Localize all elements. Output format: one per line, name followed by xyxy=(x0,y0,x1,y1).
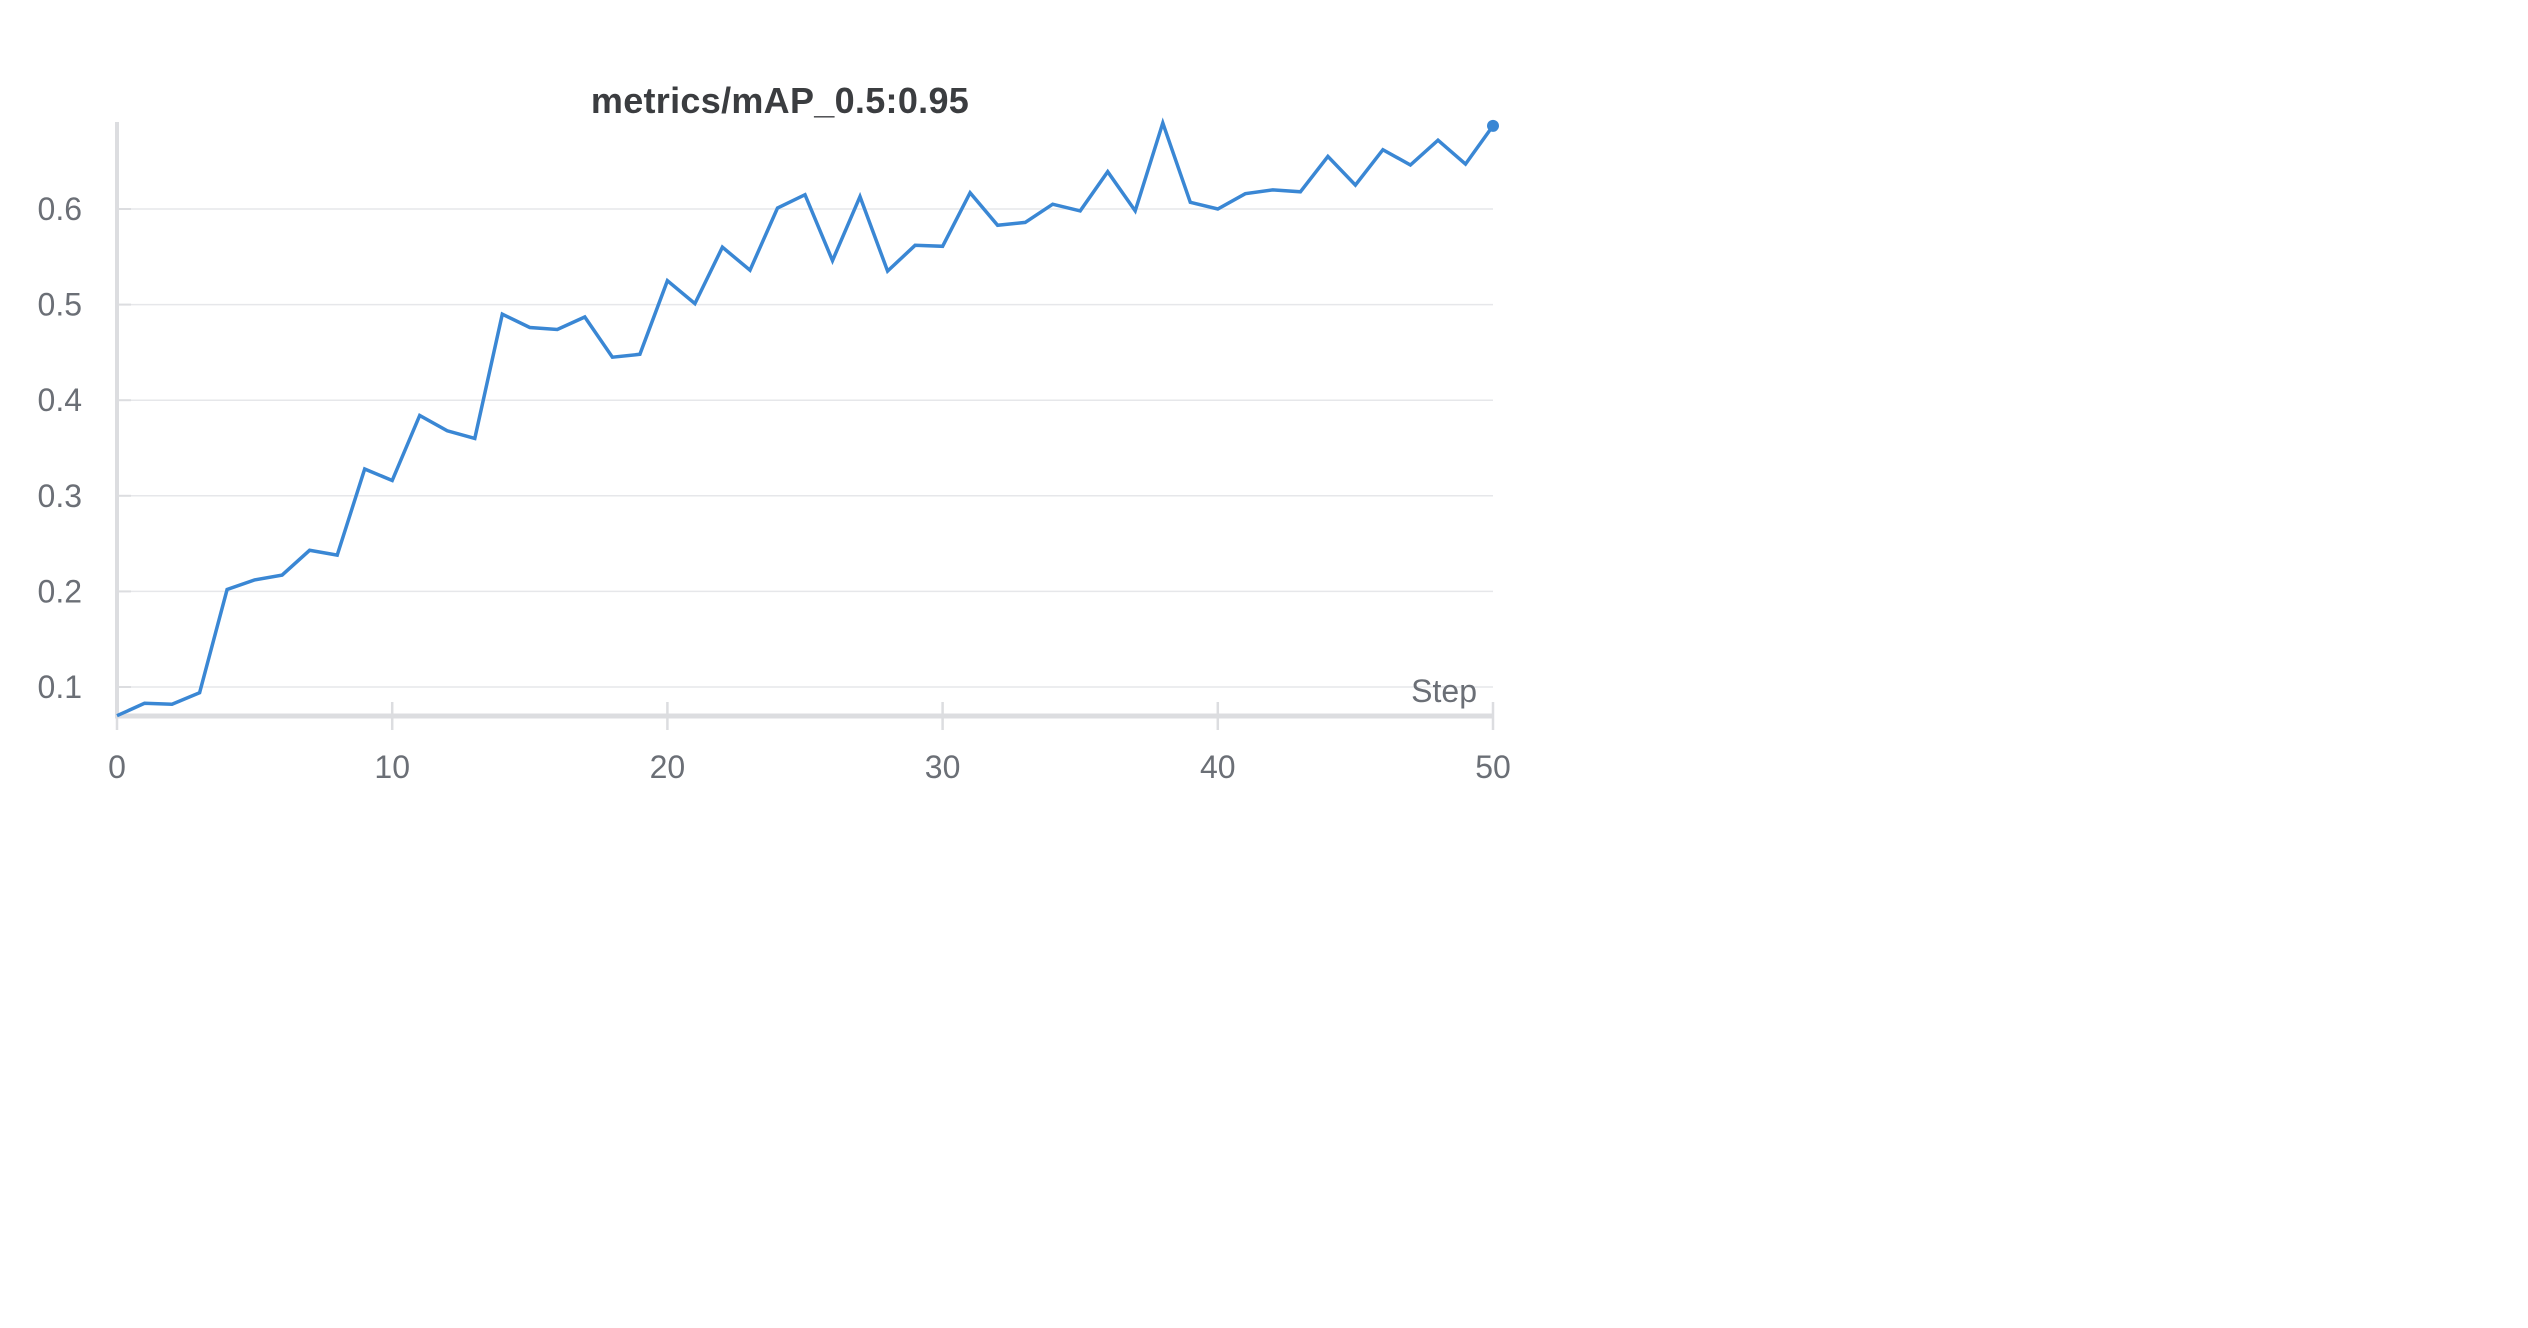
data-point xyxy=(554,326,560,332)
x-tick-label: 30 xyxy=(925,749,961,785)
data-point xyxy=(197,690,203,696)
data-point xyxy=(609,354,615,360)
data-point xyxy=(802,192,808,198)
axes xyxy=(115,122,1495,730)
data-point xyxy=(940,243,946,249)
data-point xyxy=(1352,182,1358,188)
data-point xyxy=(1132,208,1138,214)
data-point xyxy=(719,244,725,250)
data-point xyxy=(1435,137,1441,143)
data-point xyxy=(582,314,588,320)
last-data-point xyxy=(1487,119,1499,132)
data-point xyxy=(995,222,1001,228)
x-tick-label: 0 xyxy=(108,749,126,785)
data-point xyxy=(1242,191,1248,197)
data-point xyxy=(967,190,973,196)
data-point xyxy=(169,701,175,707)
data-point xyxy=(444,428,450,434)
data-point xyxy=(1160,120,1166,126)
x-tick-label: 50 xyxy=(1475,749,1511,785)
data-point xyxy=(1022,219,1028,225)
y-tick-label: 0.2 xyxy=(38,573,82,609)
x-tick-label: 20 xyxy=(650,749,686,785)
data-point xyxy=(912,242,918,248)
grid-lines xyxy=(117,208,1493,688)
data-point xyxy=(1325,153,1331,159)
data-point xyxy=(307,547,313,553)
y-tick-label: 0.4 xyxy=(38,382,82,418)
data-point xyxy=(142,700,148,706)
data-point xyxy=(1105,169,1111,175)
line-chart: 0.1 0.2 0.3 0.4 0.5 0.6 0 10 20 30 40 50 Step xyxy=(38,117,1511,785)
data-point xyxy=(830,258,836,264)
data-point xyxy=(417,412,423,418)
data-point xyxy=(472,435,478,441)
data-point xyxy=(1187,199,1193,205)
data-point xyxy=(692,301,698,307)
data-point xyxy=(334,552,340,558)
data-point xyxy=(1215,206,1221,212)
data-point xyxy=(527,325,533,331)
data-point xyxy=(885,268,891,274)
y-tick-label: 0.5 xyxy=(38,287,82,323)
y-tick-label: 0.1 xyxy=(38,669,82,705)
data-point xyxy=(224,586,230,592)
data-point xyxy=(114,713,120,719)
data-point xyxy=(1380,147,1386,153)
data-point xyxy=(252,577,258,583)
y-tick-label: 0.3 xyxy=(38,478,82,514)
data-point xyxy=(389,478,395,484)
data-point xyxy=(1050,201,1056,207)
tick-labels: 0.1 0.2 0.3 0.4 0.5 0.6 0 10 20 30 40 50 Step xyxy=(38,191,1511,785)
data-point xyxy=(362,466,368,472)
data-point xyxy=(1462,161,1468,167)
series-line xyxy=(116,117,1495,718)
data-point xyxy=(664,278,670,284)
data-point xyxy=(279,572,285,578)
y-tick-label: 0.6 xyxy=(38,191,82,227)
data-point xyxy=(747,267,753,273)
series-layer xyxy=(114,117,1499,719)
data-point xyxy=(637,351,643,357)
data-point xyxy=(1270,187,1276,193)
data-point xyxy=(774,205,780,211)
data-point xyxy=(1297,189,1303,195)
data-point xyxy=(1407,162,1413,168)
data-point xyxy=(499,311,505,317)
x-tick-label: 40 xyxy=(1200,749,1236,785)
x-axis-label: Step xyxy=(1411,673,1477,709)
data-point xyxy=(1077,208,1083,214)
chart-title: metrics/mAP_0.5:0.95 xyxy=(590,80,970,121)
x-tick-label: 10 xyxy=(374,749,410,785)
data-point xyxy=(857,194,863,200)
